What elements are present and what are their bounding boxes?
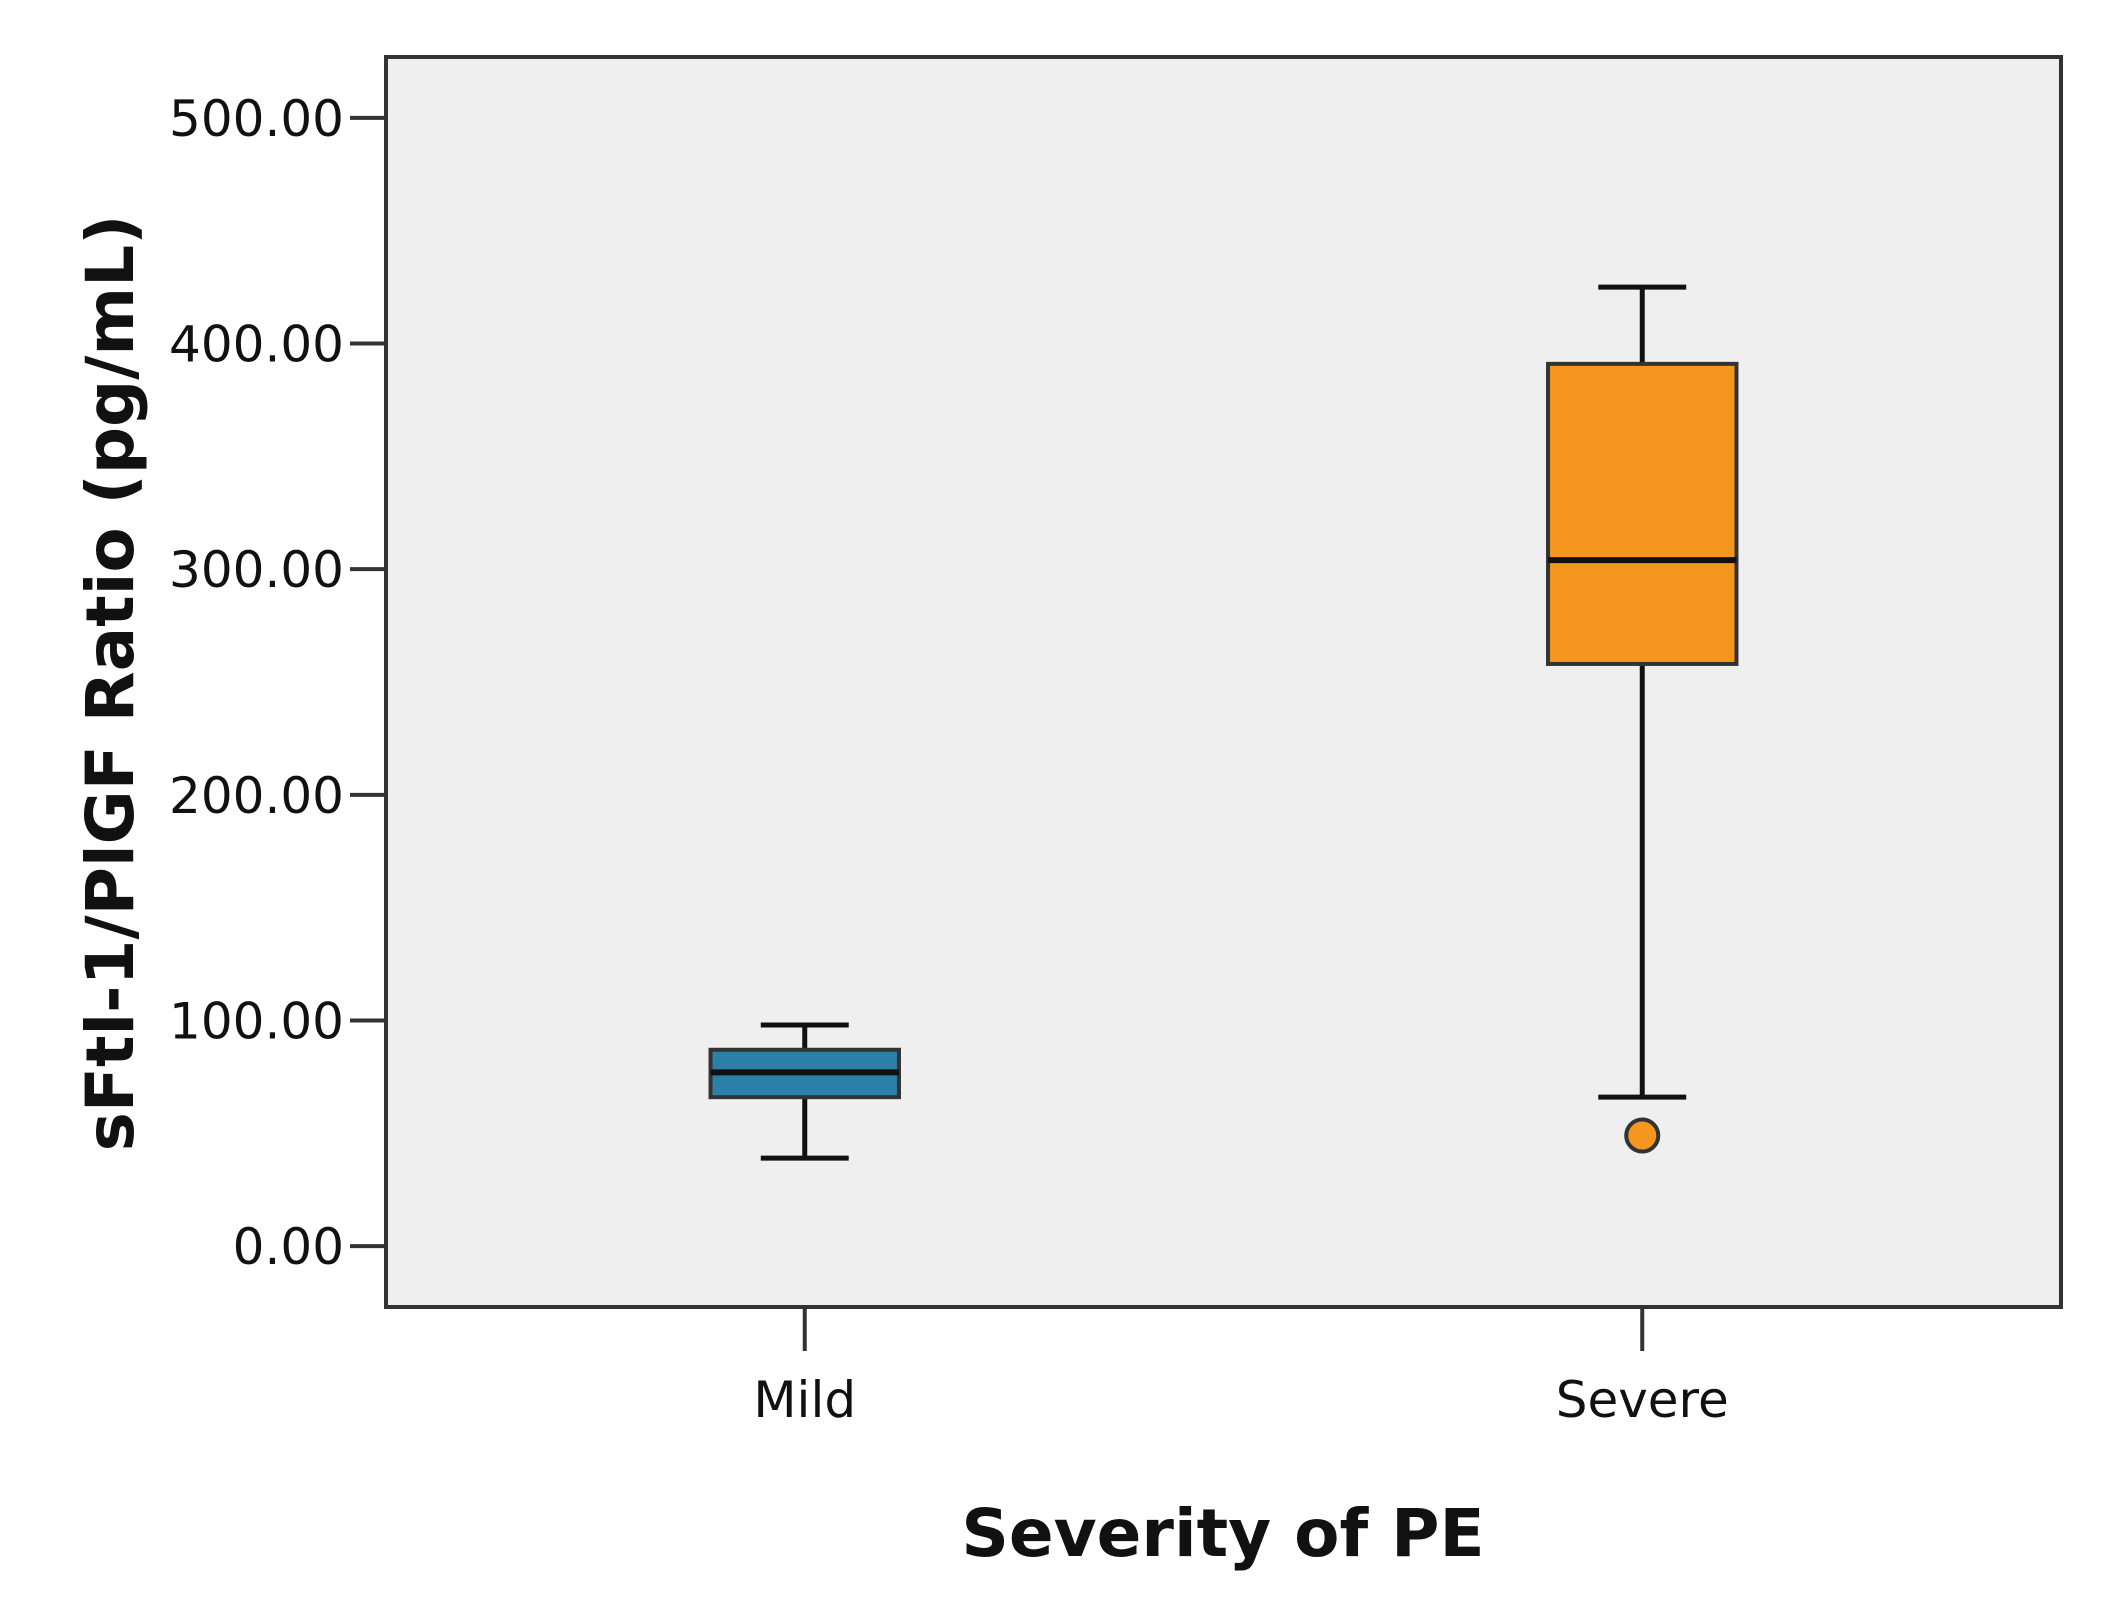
y-tick-label: 300.00	[169, 541, 344, 599]
x-axis: Mild Severe	[753, 1307, 1729, 1429]
x-axis-title: Severity of PE	[961, 1495, 1484, 1572]
y-tick-label: 100.00	[169, 992, 344, 1050]
y-axis: 0.00 100.00 200.00 300.00 400.00 500.00	[169, 90, 386, 1276]
y-tick-label: 500.00	[169, 90, 344, 148]
box-mild	[708, 1022, 901, 1161]
x-tick-label: Mild	[753, 1371, 856, 1429]
y-axis-title: sFtl-1/PlGF Ratio (pg/mL)	[72, 215, 149, 1152]
box-severe	[1546, 284, 1739, 1154]
y-tick-label: 0.00	[233, 1218, 344, 1276]
x-tick-label: Severe	[1556, 1371, 1729, 1429]
plot-area	[384, 55, 2063, 1309]
outlier-point	[1624, 1117, 1661, 1154]
box-iqr	[1546, 361, 1739, 666]
boxes	[708, 284, 1739, 1161]
y-tick-label: 400.00	[169, 316, 344, 374]
y-tick-label: 200.00	[169, 767, 344, 825]
